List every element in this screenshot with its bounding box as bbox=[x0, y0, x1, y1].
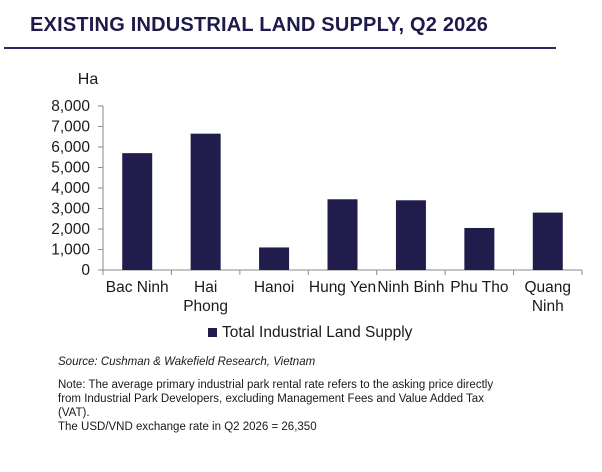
y-tick-label: 8,000 bbox=[51, 98, 90, 115]
y-tick-label: 5,000 bbox=[51, 160, 90, 177]
bar-hung-yen bbox=[327, 199, 358, 270]
x-tick-label: Hung Yen bbox=[309, 279, 376, 296]
x-tick-label: Hanoi bbox=[254, 279, 295, 296]
note-line: from Industrial Park Developers, excludi… bbox=[58, 393, 484, 405]
note-line: The USD/VND exchange rate in Q2 2026 = 2… bbox=[58, 421, 317, 433]
x-tick-label: Ninh Binh bbox=[377, 279, 444, 296]
title-divider bbox=[4, 47, 556, 49]
page-title: EXISTING INDUSTRIAL LAND SUPPLY, Q2 2026 bbox=[30, 14, 489, 36]
x-tick-label: Bac Ninh bbox=[106, 279, 169, 296]
legend-label: Total Industrial Land Supply bbox=[222, 324, 413, 341]
bar-phu-tho bbox=[464, 227, 495, 270]
y-tick-label: 6,000 bbox=[51, 139, 90, 156]
bar-quang-ninh bbox=[532, 212, 563, 270]
x-tick-label: Quang bbox=[525, 279, 572, 296]
x-tick-label: Hai bbox=[194, 279, 217, 296]
y-tick-label: 3,000 bbox=[51, 201, 90, 218]
x-tick-label: Phu Tho bbox=[450, 279, 508, 296]
bar-chart: Ha 0 1,000 2,000 3,000 4,000 5,000 6,000 7,000 8,… bbox=[51, 71, 583, 341]
bar-bac-ninh bbox=[122, 153, 153, 270]
legend-swatch bbox=[208, 328, 217, 337]
y-unit-label: Ha bbox=[78, 71, 99, 88]
bar-hanoi bbox=[259, 247, 290, 270]
y-tick-label: 2,000 bbox=[51, 221, 90, 238]
y-tick-label: 1,000 bbox=[51, 242, 90, 259]
x-tick-label: Ninh bbox=[532, 298, 564, 315]
bar-ninh-binh bbox=[395, 200, 426, 270]
x-tick-label: Phong bbox=[183, 298, 228, 315]
y-tick-label: 4,000 bbox=[51, 180, 90, 197]
y-tick-label: 0 bbox=[81, 262, 90, 279]
bar-hai-phong bbox=[190, 133, 221, 270]
note-text: Note: The average primary industrial par… bbox=[58, 378, 578, 434]
note-line: Note: The average primary industrial par… bbox=[58, 379, 494, 391]
y-tick-label: 7,000 bbox=[51, 119, 90, 136]
note-line: (VAT). bbox=[58, 407, 90, 419]
source-text: Source: Cushman & Wakefield Research, Vi… bbox=[58, 356, 316, 368]
